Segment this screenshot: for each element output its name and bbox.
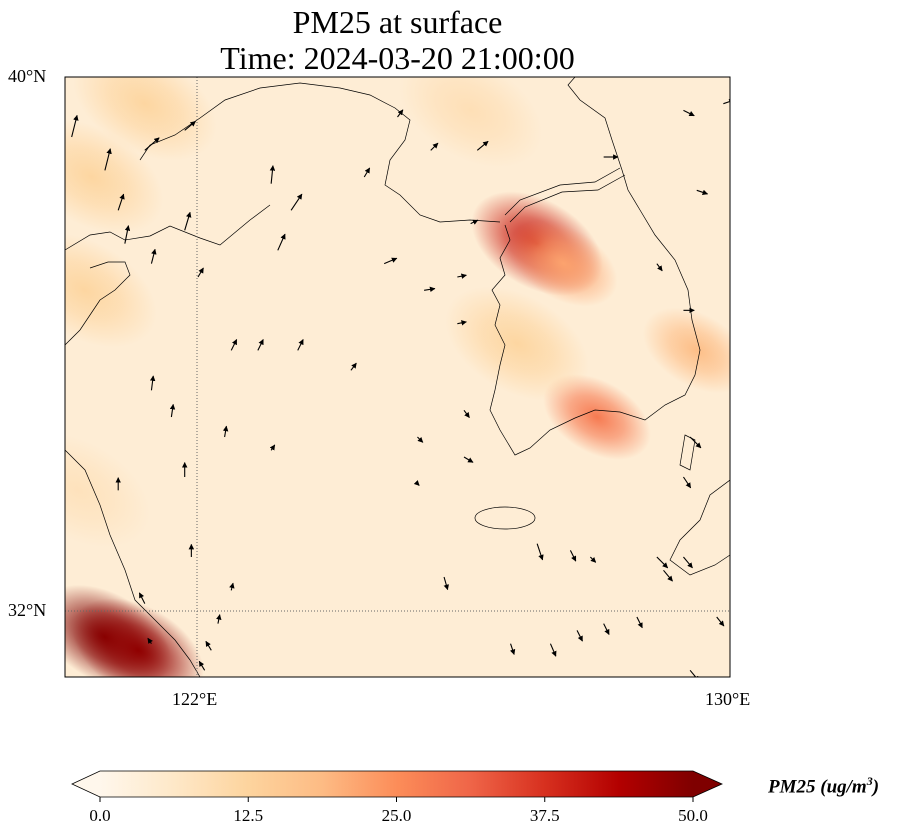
wind-arrow [184, 211, 192, 231]
coastline-jiangsu [65, 449, 201, 677]
wind-arrow [603, 623, 610, 635]
wind-arrow [269, 165, 276, 184]
wind-arrow [723, 99, 730, 105]
jeju-island [474, 506, 536, 530]
colorbar-tick-label: 37.5 [530, 806, 560, 825]
wind-arrow [476, 140, 489, 151]
colorbar-label-text: PM25 (ug/m [768, 776, 867, 798]
wind-arrow [463, 456, 474, 463]
y-tick-32N: 32°N [8, 600, 47, 620]
coastline-korea [489, 77, 701, 456]
wind-arrow [124, 225, 131, 244]
wind-arrow [138, 592, 146, 604]
wind-arrow [413, 480, 420, 486]
border-dmz-2 [509, 174, 626, 223]
colorbar-tick-label: 12.5 [233, 806, 263, 825]
wind-arrow [297, 339, 304, 351]
wind-arrow [290, 193, 303, 211]
wind-arrow [222, 425, 229, 438]
wind-arrow [683, 109, 695, 117]
wind-arrow [169, 403, 176, 418]
border-dmz [504, 167, 621, 216]
colorbar-label-close: ) [872, 776, 880, 798]
wind-arrow [683, 556, 693, 569]
colorbar-tick-label: 25.0 [382, 806, 412, 825]
wind-arrow [696, 189, 709, 195]
pm25-hotspot [398, 77, 543, 168]
wind-arrow [463, 410, 470, 418]
wind-arrow [663, 569, 673, 582]
wind-arrow [198, 660, 206, 671]
wind-vectors [71, 99, 730, 677]
wind-arrow [383, 257, 398, 265]
wind-arrow [470, 219, 479, 225]
colorbar-label-sup: 3 [866, 774, 873, 788]
wind-arrow [205, 640, 212, 651]
wind-arrow [269, 444, 276, 451]
wind-arrow [417, 436, 424, 443]
wind-arrow [509, 643, 516, 655]
wind-arrow [144, 137, 160, 151]
wind-arrow [277, 233, 286, 251]
wind-arrow [656, 263, 663, 272]
wind-arrow [350, 362, 357, 371]
plot-title: PM25 at surface [292, 4, 503, 40]
plot-subtitle: Time: 2024-03-20 21:00:00 [220, 40, 575, 76]
x-tick-122E: 122°E [172, 689, 218, 709]
wind-arrow [149, 375, 156, 391]
wind-arrow [636, 616, 643, 629]
map-frame [64, 76, 731, 678]
coastline-japan [669, 479, 730, 576]
pm25-field [65, 77, 730, 677]
wind-arrow [230, 339, 238, 351]
wind-arrow [457, 273, 467, 279]
colorbar [71, 770, 723, 798]
wind-arrow [656, 556, 669, 569]
wind-arrow [397, 109, 404, 118]
coastline-liaodong [139, 82, 501, 223]
colorbar-tick-label: 50.0 [678, 806, 708, 825]
wind-arrow [216, 614, 222, 624]
wind-arrow [569, 550, 577, 562]
wind-arrow [229, 582, 235, 591]
wind-arrow [682, 476, 692, 489]
wind-arrow [549, 643, 557, 657]
wind-arrow [117, 193, 125, 211]
wind-arrow [71, 114, 79, 138]
wind-arrow [536, 543, 544, 561]
wind-arrow [689, 436, 702, 449]
wind-arrow [457, 320, 467, 326]
wind-arrow [147, 637, 153, 644]
coastline-liaoning [65, 204, 271, 251]
wind-arrow [363, 167, 371, 178]
colorbar-label: PM25 (ug/m3) [768, 774, 879, 798]
pm25-hotspot [509, 220, 618, 307]
wind-arrow [576, 630, 583, 642]
pm25-hotspot [72, 598, 204, 677]
map-background [65, 77, 730, 677]
wind-arrow [430, 142, 439, 151]
wind-arrow [184, 120, 196, 131]
wind-arrow [716, 616, 725, 627]
colorbar-tick-label: 0.0 [89, 806, 110, 825]
wind-arrow [257, 339, 264, 351]
wind-arrow [443, 576, 449, 591]
wind-arrow [589, 556, 597, 563]
pm25-hotspot [65, 433, 150, 548]
x-tick-130E: 130°E [705, 689, 751, 709]
coastline-shandong [65, 261, 131, 346]
pm25-hotspot [642, 307, 730, 394]
wind-arrow [197, 267, 204, 278]
pm25-hotspot [445, 286, 589, 401]
wind-arrow [424, 286, 436, 293]
y-tick-40N: 40°N [8, 66, 47, 86]
wind-arrow [689, 669, 700, 677]
colorbar-ticks: 0.0 12.5 25.0 37.5 50.0 [89, 797, 708, 825]
coastlines [65, 77, 730, 677]
wind-arrow [104, 148, 112, 171]
pm25-hotspot [65, 120, 164, 234]
wind-arrow [150, 248, 157, 264]
